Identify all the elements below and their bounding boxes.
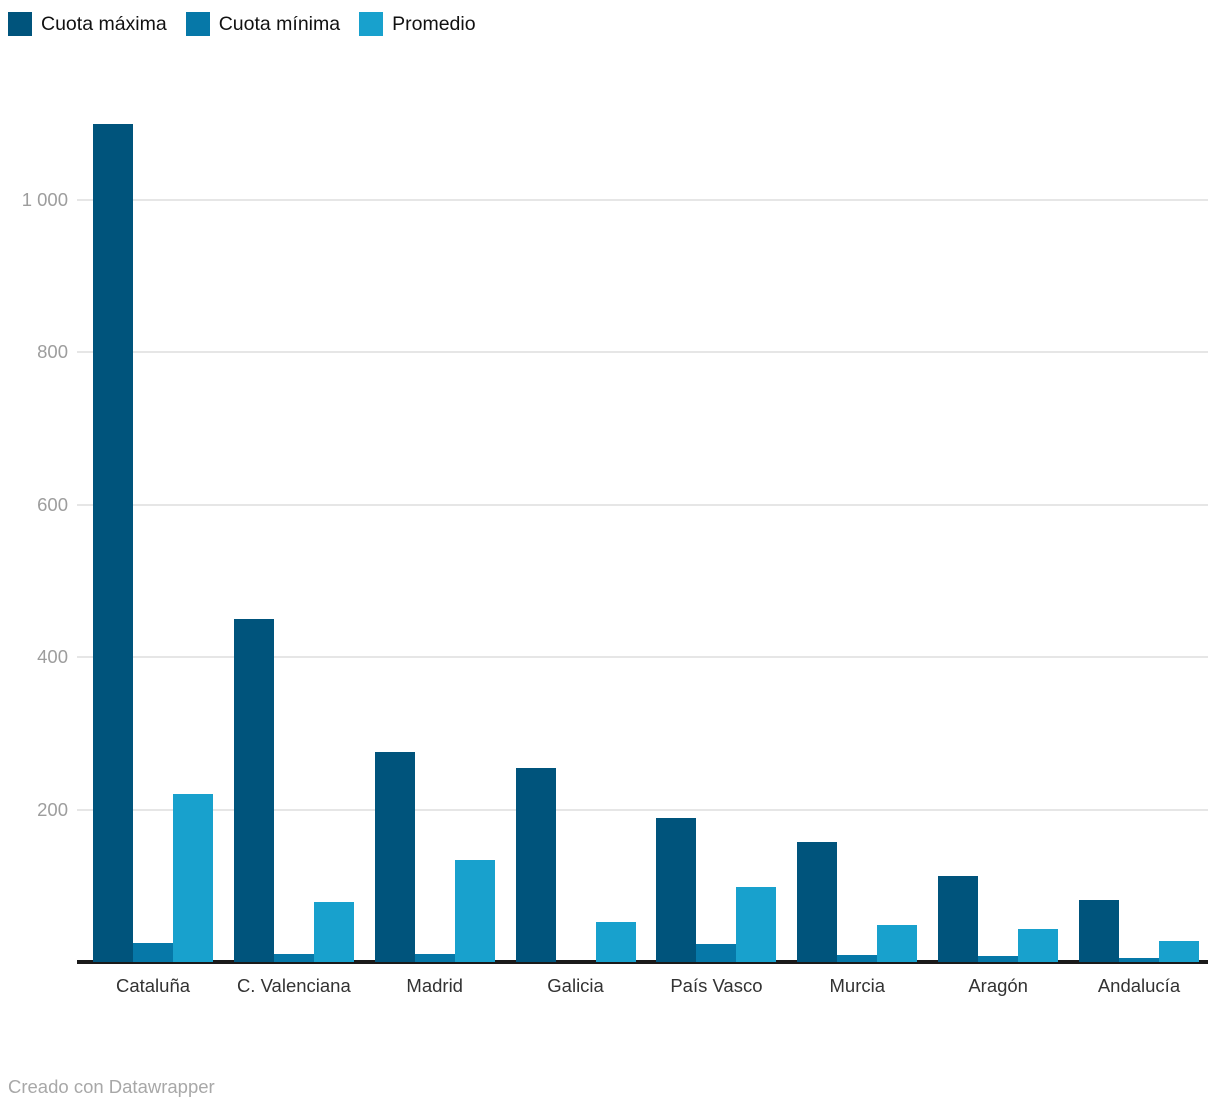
bar-cataluna-promedio[interactable] [173,794,213,962]
bar-murcia-promedio[interactable] [877,925,918,962]
bar-pais-vasco-cuota-minima[interactable] [696,943,737,962]
y-tick-label-600: 600 [37,493,68,515]
bar-madrid-promedio[interactable] [454,859,495,962]
bar-andalucia-cuota-maxima[interactable] [1078,900,1119,962]
bar-cataluna-cuota-minima[interactable] [133,942,173,962]
y-tick-label-1000: 1 000 [21,189,68,210]
x-label-madrid: Madrid [406,975,463,996]
bar-c-valenciana-cuota-maxima[interactable] [233,619,274,962]
bar-cataluna-cuota-maxima[interactable] [93,123,133,962]
bar-andalucia-cuota-minima[interactable] [1118,958,1159,962]
y-tick-label-400: 400 [37,646,68,668]
datawrapper-credit-link[interactable]: Creado con Datawrapper [8,1076,215,1097]
bar-murcia-cuota-maxima[interactable] [797,842,838,962]
x-label-aragon: Aragón [968,975,1028,996]
x-label-pais-vasco: País Vasco [670,975,763,996]
x-label-galicia: Galicia [547,975,604,996]
bar-c-valenciana-cuota-minima[interactable] [273,954,314,962]
gridline-400 [77,656,1208,659]
gridline-800 [77,351,1208,354]
bar-pais-vasco-cuota-maxima[interactable] [656,817,697,962]
legend-item-cuota-maxima: Cuota máxima [8,12,167,36]
gridline-600 [77,503,1208,506]
bar-aragon-cuota-maxima[interactable] [938,875,979,962]
bar-c-valenciana-promedio[interactable] [313,901,354,962]
x-axis-line [77,960,1208,964]
gridline-200 [77,808,1208,811]
legend-label-cuota-maxima: Cuota máxima [41,13,167,35]
x-label-andalucia: Andalucía [1097,975,1181,996]
bar-aragon-cuota-minima[interactable] [978,955,1019,962]
legend: Cuota máxima Cuota mínima Promedio [8,12,495,36]
legend-swatch-promedio [359,12,384,36]
x-label-murcia: Murcia [829,975,886,996]
bar-andalucia-promedio[interactable] [1158,941,1199,962]
legend-label-promedio: Promedio [392,13,476,35]
x-label-cataluna: Cataluña [115,975,191,996]
legend-item-promedio: Promedio [359,12,476,36]
bar-pais-vasco-promedio[interactable] [736,887,777,962]
bar-madrid-cuota-maxima[interactable] [374,752,415,962]
bar-galicia-cuota-maxima[interactable] [515,768,556,962]
legend-item-cuota-minima: Cuota mínima [185,12,341,36]
x-label-c-valenciana: C. Valenciana [236,975,351,996]
legend-label-cuota-minima: Cuota mínima [218,13,341,35]
y-tick-label-800: 800 [37,341,68,363]
bar-galicia-promedio[interactable] [595,922,636,962]
bar-murcia-cuota-minima[interactable] [837,955,878,962]
legend-swatch-cuota-minima [185,12,210,36]
gridline-1000 [77,199,1208,201]
legend-swatch-cuota-maxima [8,12,32,36]
bar-madrid-cuota-minima[interactable] [414,954,455,962]
bar-aragon-promedio[interactable] [1018,929,1059,962]
y-tick-label-200: 200 [37,798,68,820]
